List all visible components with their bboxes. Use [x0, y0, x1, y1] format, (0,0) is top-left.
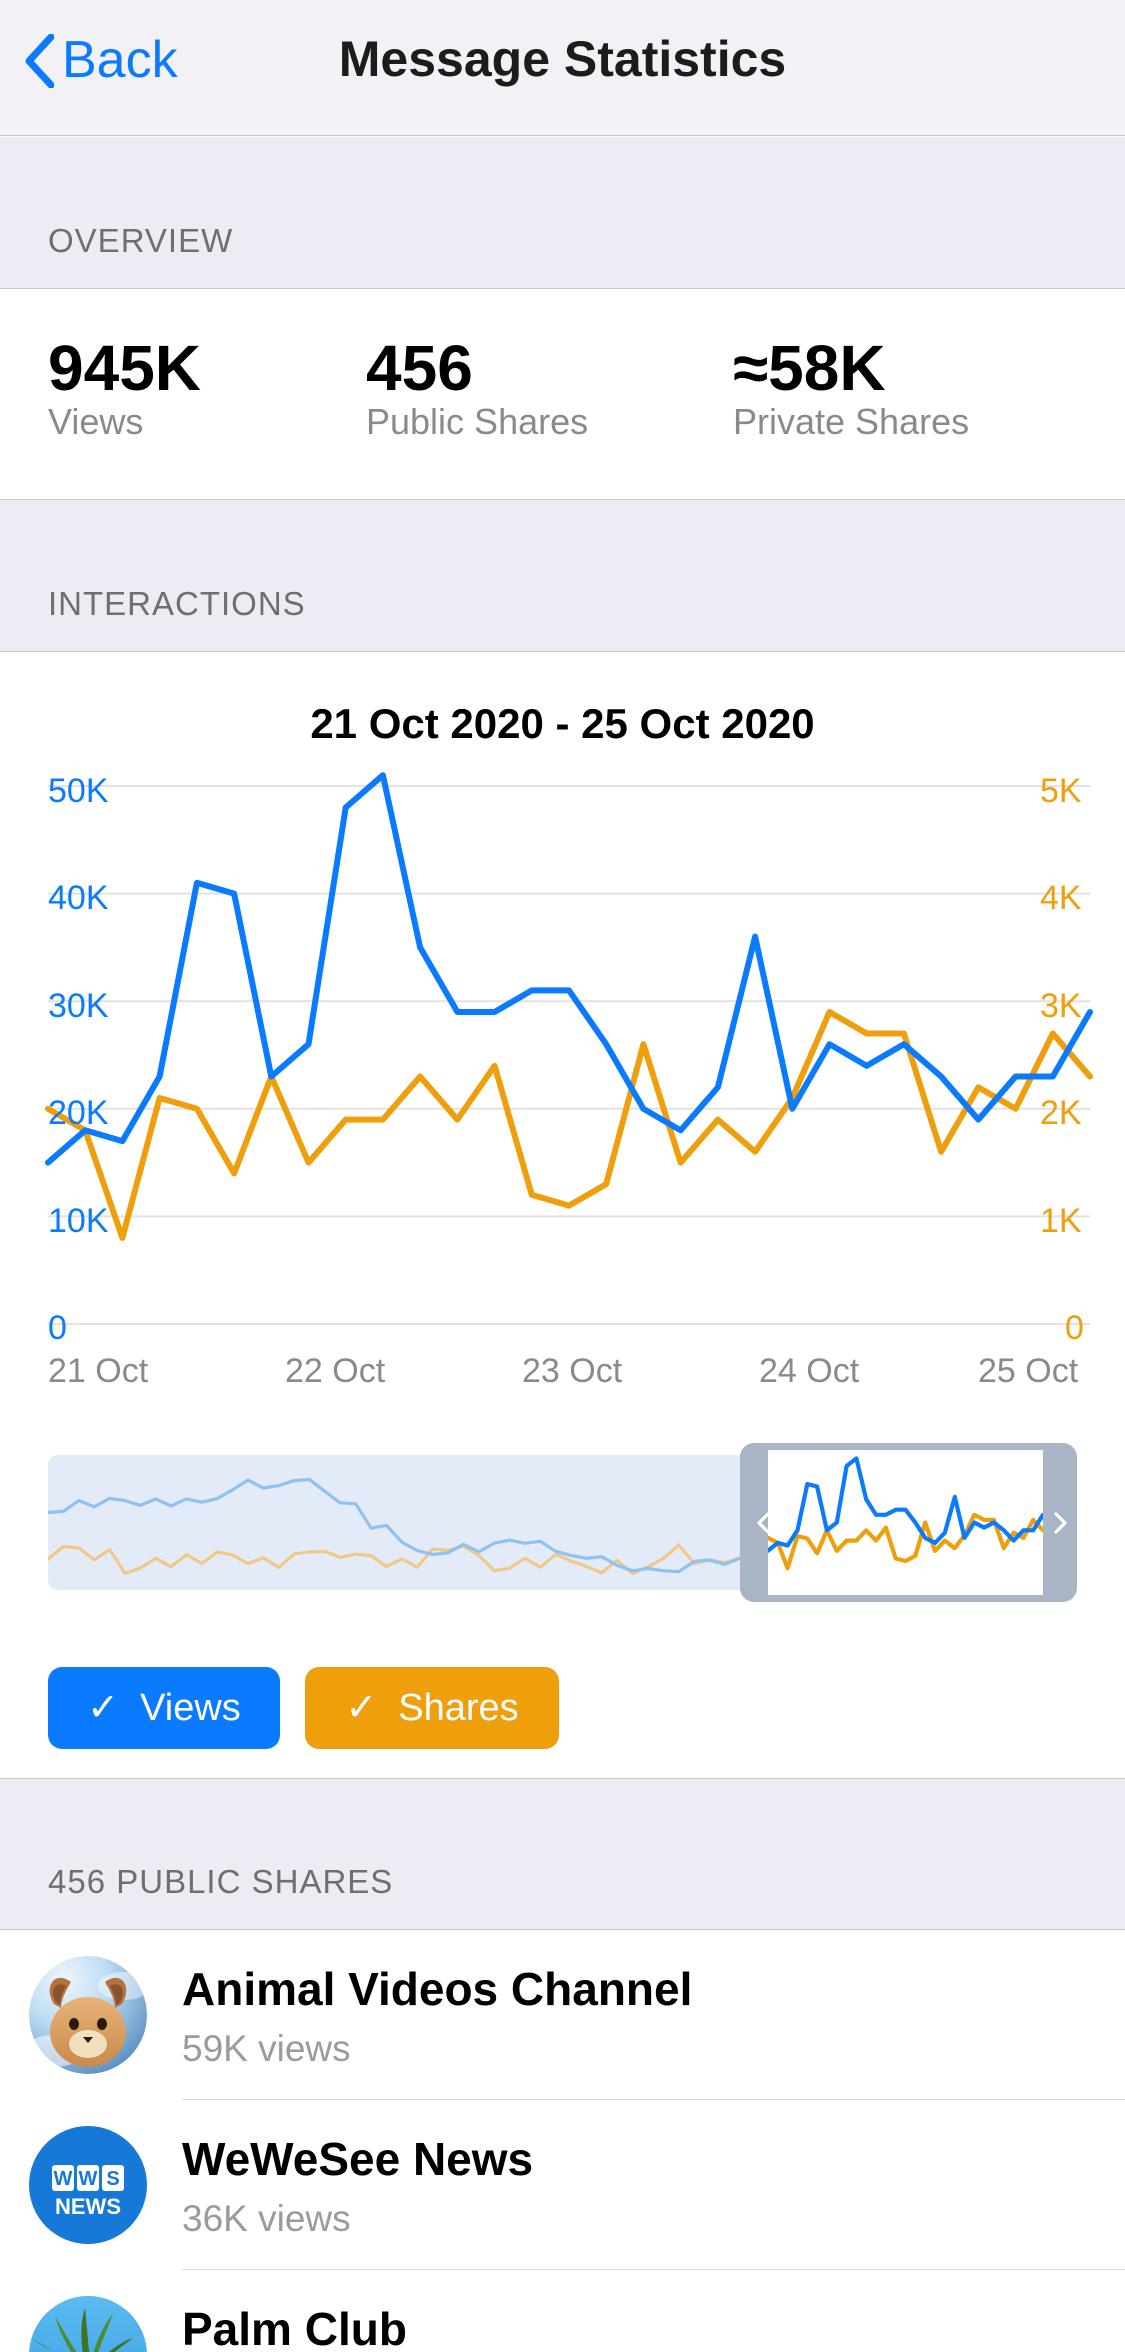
- svg-text:NEWS: NEWS: [55, 2194, 121, 2219]
- svg-text:W: W: [54, 2168, 73, 2190]
- svg-text:W: W: [79, 2168, 98, 2190]
- svg-text:S: S: [106, 2168, 119, 2190]
